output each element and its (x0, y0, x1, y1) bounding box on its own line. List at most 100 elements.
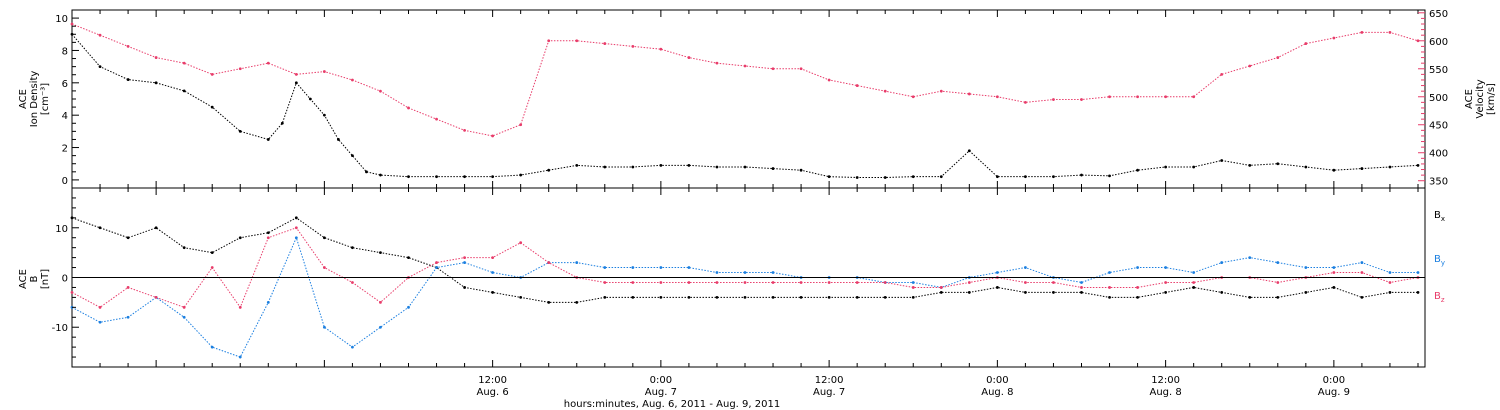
by-point (1164, 266, 1168, 269)
bottom-axis-label-line-2: B (29, 275, 40, 282)
by-point (1220, 261, 1224, 264)
ion-density-point (771, 167, 775, 170)
bz-point (911, 286, 915, 289)
ion-density-point (1080, 173, 1083, 177)
bz-point (631, 281, 635, 284)
legend-bz: Bz (1434, 291, 1445, 304)
y-bottom-tick-label: 0 (62, 274, 68, 285)
bx-point (715, 295, 719, 299)
bx-point (1136, 295, 1139, 299)
velocity-point (967, 92, 971, 96)
top-panel-plot (70, 22, 1420, 179)
ion-density-point (743, 165, 747, 169)
y-right-tick-label: 550 (1429, 65, 1448, 76)
bx-point (1360, 295, 1364, 299)
velocity-point (491, 134, 495, 138)
bottom-axis-label-line-1: ACE (18, 269, 29, 289)
x-tick-date-label: Aug. 6 (476, 387, 508, 398)
x-tick-time-label: 12:00 (1151, 375, 1180, 386)
y-left-tick-label: 8 (62, 46, 68, 57)
top-right-axis-label-line-3: [km/s] (1486, 83, 1497, 115)
y-bottom-tick-label: 10 (55, 224, 68, 235)
bz-point (603, 281, 607, 284)
by-point (995, 271, 999, 274)
by-point (1332, 266, 1336, 269)
velocity-point (294, 72, 298, 76)
ion-density-point (883, 176, 887, 179)
ion-density-point (1136, 168, 1139, 172)
x-tick-time-label: 0:00 (1323, 375, 1345, 386)
bx-series (70, 216, 1420, 304)
ion-density-point (547, 168, 551, 172)
bx-point (995, 286, 999, 289)
x-tick-date-label: Aug. 7 (813, 387, 845, 398)
x-tick-date-label: Aug. 9 (1318, 387, 1350, 398)
y-right-tick-label: 400 (1429, 149, 1448, 160)
bz-point (1108, 286, 1111, 289)
ion-density-series (70, 32, 1420, 179)
bx-point (1276, 295, 1280, 299)
ion-density-point (379, 173, 382, 177)
y-right-tick-label: 350 (1429, 177, 1448, 188)
ion-density-point (463, 175, 466, 179)
x-tick-date-label: Aug. 7 (645, 387, 677, 398)
ion-density-line (71, 33, 1419, 178)
ion-density-point (911, 175, 915, 179)
top-right-axis-label-line-2: Velocity (1475, 79, 1486, 118)
bx-point (547, 300, 551, 304)
x-tick-time-label: 12:00 (478, 375, 507, 386)
velocity-point (1416, 39, 1420, 43)
y-left-tick-label: 2 (62, 144, 68, 155)
by-point (491, 271, 495, 274)
top-left-axis-label-line-3: [cm⁻³] (40, 83, 51, 115)
bx-point (491, 291, 495, 294)
bz-point (939, 286, 943, 289)
bz-point (687, 281, 691, 284)
bx-line (71, 217, 1418, 303)
bx-point (1416, 291, 1420, 294)
bx-point (855, 295, 859, 299)
bx-point (1192, 286, 1196, 289)
y-right-tick-label: 450 (1429, 121, 1448, 132)
bx-point (1248, 295, 1252, 299)
velocity-point (575, 39, 579, 43)
by-point (1276, 261, 1280, 264)
y-left-tick-label: 0 (62, 176, 68, 187)
velocity-series (70, 22, 1420, 138)
y-right-tick-label: 650 (1429, 9, 1448, 20)
y-left-tick-label: 6 (62, 79, 68, 90)
velocity-point (1164, 95, 1168, 99)
velocity-point (1108, 95, 1111, 99)
by-point (687, 266, 691, 269)
velocity-point (771, 67, 775, 71)
by-point (771, 271, 775, 274)
ion-density-point (603, 165, 607, 169)
y-left-tick-label: 10 (55, 14, 68, 25)
legend-bx: Bx (1434, 210, 1445, 223)
bottom-axis-label-line-3: [nT] (40, 269, 51, 289)
velocity-point (911, 95, 915, 99)
x-tick-date-label: Aug. 8 (981, 387, 1013, 398)
x-tick-date-label: Aug. 8 (1149, 387, 1181, 398)
bz-point (715, 281, 719, 284)
y-bottom-tick-label: -10 (52, 323, 68, 334)
bz-point (855, 281, 859, 284)
bottom-panel-plot (70, 216, 1420, 359)
x-tick-time-label: 0:00 (986, 375, 1008, 386)
velocity-point (1304, 42, 1308, 45)
top-right-axis-label-line-1: ACE (1464, 89, 1475, 109)
ion-density-point (1416, 163, 1420, 167)
ion-density-point (365, 170, 368, 174)
velocity-point (855, 84, 859, 87)
velocity-point (1024, 100, 1027, 104)
by-point (1416, 271, 1420, 274)
by-point (603, 266, 607, 269)
bx-point (883, 295, 887, 299)
bx-point (1080, 291, 1083, 294)
ion-density-point (1276, 162, 1280, 166)
bx-point (939, 291, 943, 294)
bz-point (1052, 281, 1055, 284)
x-tick-time-label: 0:00 (650, 375, 672, 386)
